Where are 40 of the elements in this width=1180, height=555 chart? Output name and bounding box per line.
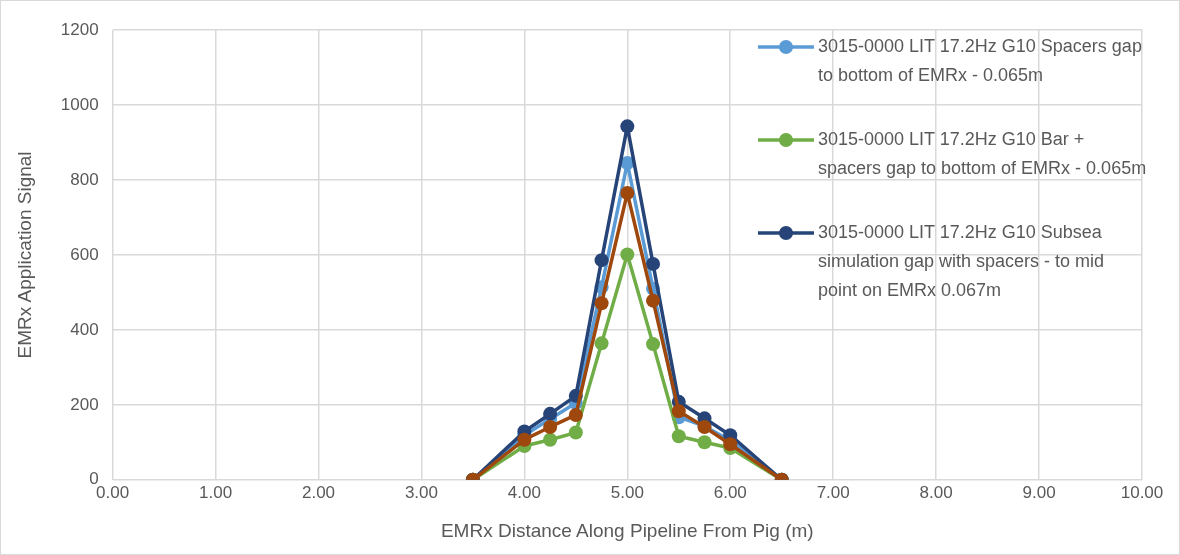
y-tick-label: 400 bbox=[70, 319, 99, 339]
x-tick-label: 10.00 bbox=[1120, 482, 1164, 502]
point bbox=[594, 336, 609, 351]
legend-label: 3015-0000 LIT 17.2Hz G10 Subsea simulation gap with spacers - to mid point on EMRx 0.067m bbox=[817, 221, 1106, 302]
y-tick-label: 1000 bbox=[60, 94, 99, 114]
x-tick-label: 3.00 bbox=[404, 482, 438, 502]
point bbox=[517, 432, 532, 447]
x-tick-label: 0.00 bbox=[96, 482, 130, 502]
y-axis-title: EMRx Application Signal bbox=[13, 151, 35, 359]
legend-label: 3015-0000 LIT 17.2Hz G10 Spacers gap to bottom of EMRx - 0.065m bbox=[817, 35, 1143, 87]
x-tick-label: 5.00 bbox=[610, 482, 644, 502]
x-tick-label: 4.00 bbox=[507, 482, 541, 502]
point bbox=[697, 435, 712, 450]
point bbox=[646, 293, 661, 308]
point bbox=[620, 247, 635, 262]
point bbox=[646, 337, 661, 352]
x-tick-label: 9.00 bbox=[1022, 482, 1056, 502]
x-axis-title: EMRx Distance Along Pipeline From Pig (m) bbox=[440, 519, 814, 541]
legend-label: 3015-0000 LIT 17.2Hz G10 Bar + spacers gap to bottom of EMRx - 0.065m bbox=[817, 128, 1148, 180]
point bbox=[671, 404, 686, 419]
point bbox=[543, 419, 558, 434]
y-tick-label: 800 bbox=[70, 169, 99, 189]
y-tick-label: 1200 bbox=[60, 19, 99, 39]
point bbox=[543, 432, 558, 447]
point bbox=[671, 429, 686, 444]
x-tick-label: 2.00 bbox=[301, 482, 336, 502]
y-tick-label: 200 bbox=[70, 394, 99, 414]
x-tick-label: 6.00 bbox=[713, 482, 747, 502]
point bbox=[568, 425, 583, 440]
y-tick-label: 600 bbox=[70, 244, 99, 264]
point bbox=[594, 253, 609, 268]
x-tick-label: 7.00 bbox=[816, 482, 850, 502]
point bbox=[568, 407, 583, 422]
point bbox=[594, 296, 609, 311]
point bbox=[646, 256, 661, 271]
point bbox=[620, 186, 635, 201]
point bbox=[620, 119, 635, 134]
x-tick-label: 8.00 bbox=[919, 482, 953, 502]
x-tick-label: 1.00 bbox=[199, 482, 233, 502]
point bbox=[543, 406, 558, 421]
